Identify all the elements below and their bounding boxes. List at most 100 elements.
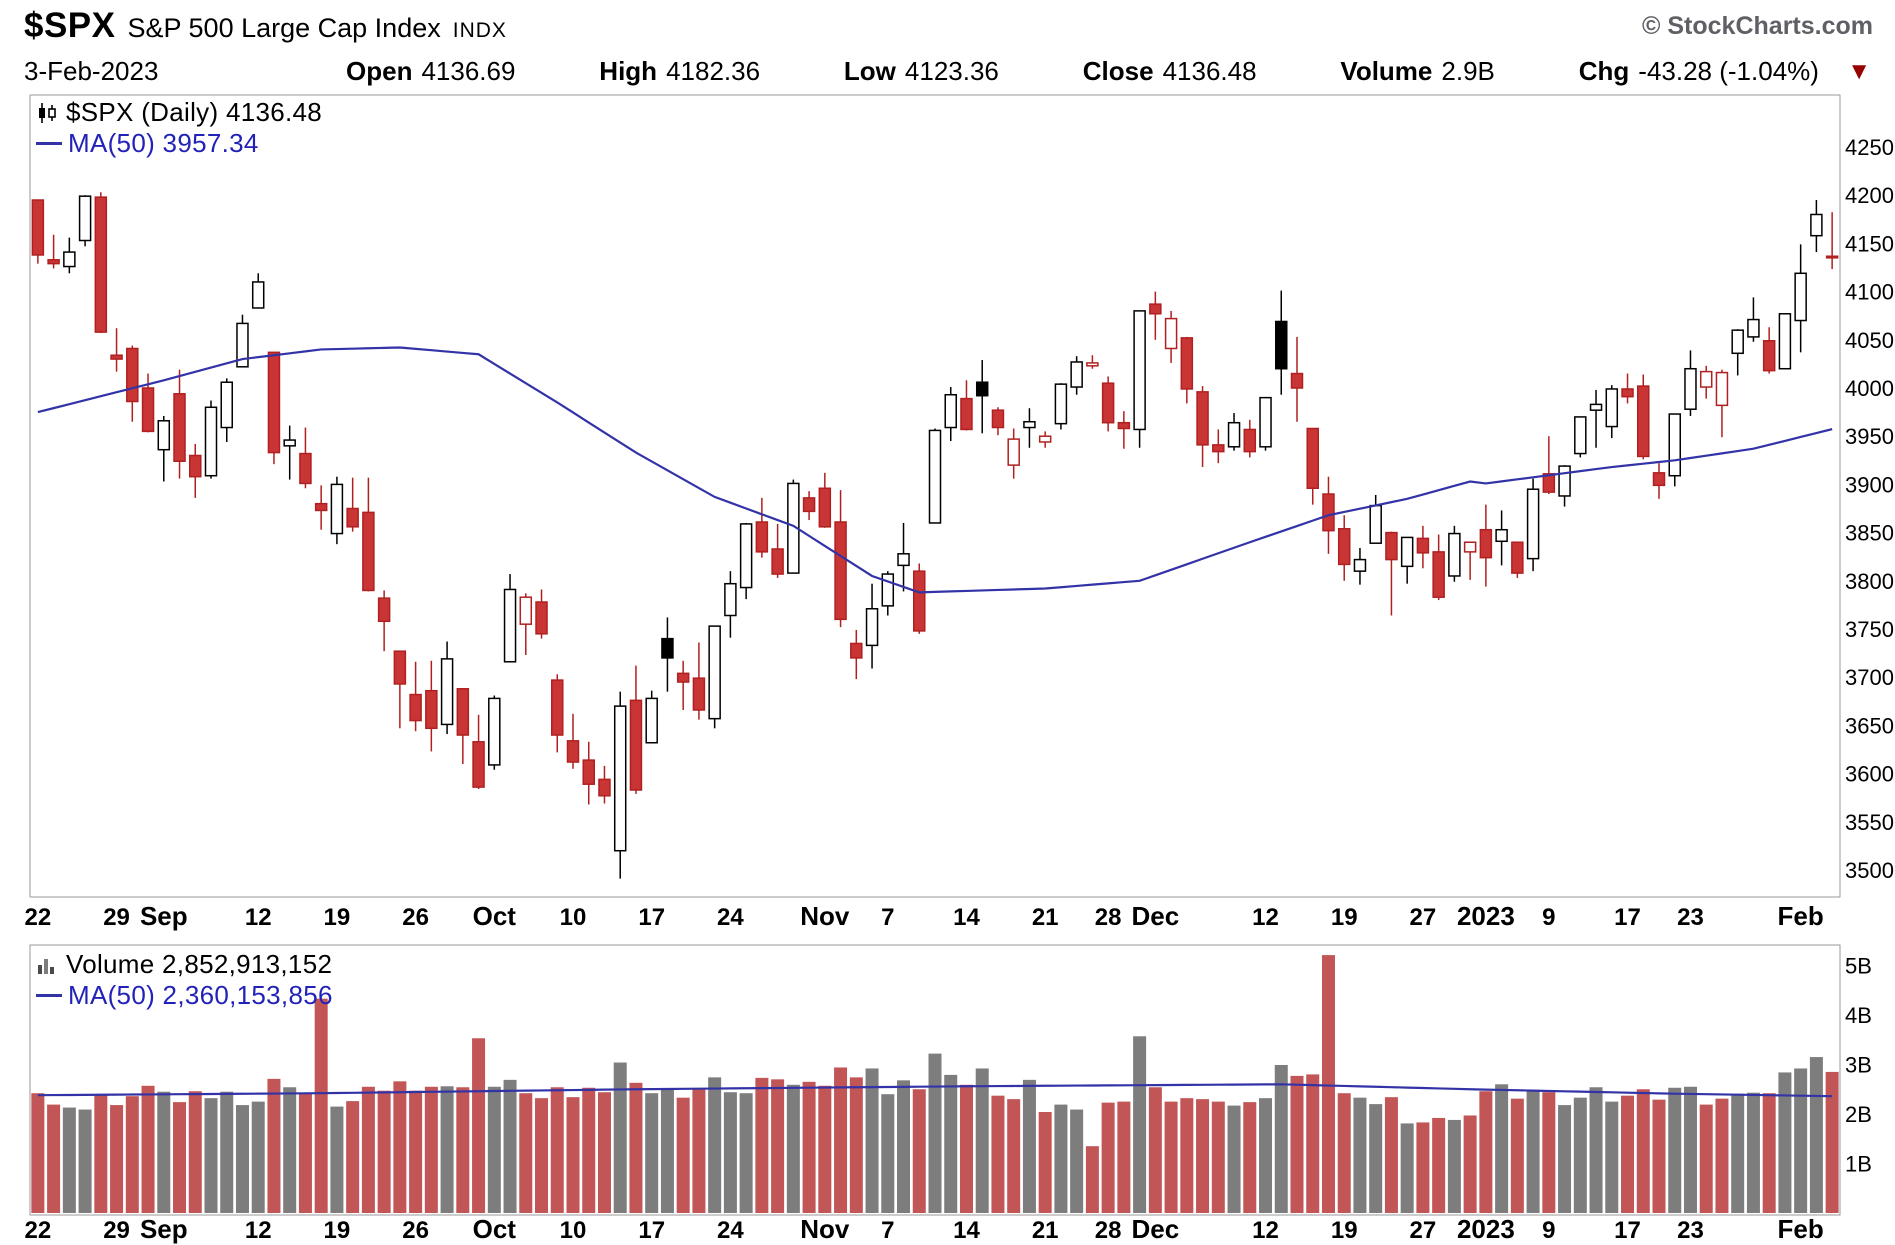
volume-axis-labels: 1B 2B 3B 4B 5B <box>1845 954 1872 1177</box>
svg-text:Dec: Dec <box>1131 1214 1179 1244</box>
svg-text:3700: 3700 <box>1845 665 1894 690</box>
volume-ma-legend-text: MA(50) 2,360,153,856 <box>68 980 333 1010</box>
volume-bars-icon <box>36 954 58 976</box>
price-legend-main-line: $SPX (Daily) 4136.48 <box>36 97 322 128</box>
svg-text:19: 19 <box>324 904 351 931</box>
svg-text:12: 12 <box>245 1217 272 1244</box>
change-down-triangle-icon: ▼ <box>1847 58 1871 85</box>
svg-text:3750: 3750 <box>1845 617 1894 642</box>
svg-text:22: 22 <box>25 904 52 931</box>
svg-text:26: 26 <box>402 1217 429 1244</box>
price-legend-text: $SPX (Daily) 4136.48 <box>66 97 323 127</box>
svg-text:10: 10 <box>560 1217 587 1244</box>
svg-text:9: 9 <box>1542 1217 1555 1244</box>
svg-text:3650: 3650 <box>1845 713 1894 738</box>
svg-text:7: 7 <box>881 904 894 931</box>
price-ma-legend-text: MA(50) 3957.34 <box>68 128 259 158</box>
svg-text:26: 26 <box>402 904 429 931</box>
svg-text:2B: 2B <box>1845 1102 1872 1127</box>
candles-layer <box>31 192 1839 879</box>
svg-text:27: 27 <box>1410 904 1437 931</box>
svg-text:19: 19 <box>324 1217 351 1244</box>
svg-text:27: 27 <box>1410 1217 1437 1244</box>
svg-text:5B: 5B <box>1845 954 1872 979</box>
svg-text:17: 17 <box>1614 1217 1641 1244</box>
volume-legend-main-line: Volume 2,852,913,152 <box>36 949 333 980</box>
quote-volume: Volume 2.9B <box>1340 56 1495 86</box>
svg-text:21: 21 <box>1032 1217 1059 1244</box>
svg-text:17: 17 <box>638 904 665 931</box>
svg-text:4250: 4250 <box>1845 135 1894 160</box>
svg-text:3550: 3550 <box>1845 810 1894 835</box>
svg-text:12: 12 <box>1252 904 1279 931</box>
svg-text:19: 19 <box>1331 1217 1358 1244</box>
svg-text:2023: 2023 <box>1457 1214 1515 1244</box>
ohlc-quote-values: Open 4136.69 High 4182.36 Low 4123.36 Close… <box>346 56 1819 87</box>
volume-legend: Volume 2,852,913,152 MA(50) 2,360,153,85… <box>36 949 333 1011</box>
svg-text:23: 23 <box>1677 904 1704 931</box>
svg-text:17: 17 <box>1614 904 1641 931</box>
volume-legend-ma-line: MA(50) 2,360,153,856 <box>36 980 333 1011</box>
svg-text:29: 29 <box>103 904 130 931</box>
svg-text:4100: 4100 <box>1845 280 1894 305</box>
svg-text:24: 24 <box>717 904 744 931</box>
svg-text:4050: 4050 <box>1845 328 1894 353</box>
svg-text:Feb: Feb <box>1778 901 1824 931</box>
quote-close: Close 4136.48 <box>1082 56 1257 86</box>
svg-text:3500: 3500 <box>1845 858 1894 883</box>
price-ma50-line <box>37 346 1833 594</box>
volume-bars-layer <box>31 955 1839 1213</box>
svg-text:Sep: Sep <box>140 901 188 931</box>
quote-date: 3-Feb-2023 <box>24 56 159 86</box>
svg-text:24: 24 <box>717 1217 744 1244</box>
volume-ma50-line <box>37 1083 1833 1098</box>
svg-text:17: 17 <box>638 1217 665 1244</box>
svg-text:9: 9 <box>1542 904 1555 931</box>
svg-text:3900: 3900 <box>1845 472 1894 497</box>
svg-text:23: 23 <box>1677 1217 1704 1244</box>
svg-text:Feb: Feb <box>1778 1214 1824 1244</box>
svg-text:28: 28 <box>1095 904 1122 931</box>
svg-text:28: 28 <box>1095 1217 1122 1244</box>
ma-lines <box>37 346 1833 1098</box>
stockcharts-watermark: © StockCharts.com <box>1642 12 1873 40</box>
svg-text:29: 29 <box>103 1217 130 1244</box>
ma-line-swatch <box>36 142 62 145</box>
svg-text:Oct: Oct <box>473 901 517 931</box>
svg-text:Dec: Dec <box>1131 901 1179 931</box>
svg-text:14: 14 <box>953 904 980 931</box>
svg-text:3950: 3950 <box>1845 424 1894 449</box>
svg-text:3800: 3800 <box>1845 569 1894 594</box>
quote-open: Open 4136.69 <box>346 56 516 86</box>
index-name: S&P 500 Large Cap Index <box>127 13 441 43</box>
svg-text:4000: 4000 <box>1845 376 1894 401</box>
svg-text:4200: 4200 <box>1845 183 1894 208</box>
svg-text:Oct: Oct <box>473 1214 517 1244</box>
svg-text:Nov: Nov <box>800 1214 850 1244</box>
svg-text:14: 14 <box>953 1217 980 1244</box>
svg-text:Nov: Nov <box>800 901 850 931</box>
candlestick-icon <box>36 101 58 125</box>
svg-text:12: 12 <box>1252 1217 1279 1244</box>
quote-change: Chg -43.28 (-1.04%) <box>1578 56 1819 86</box>
svg-text:7: 7 <box>881 1217 894 1244</box>
volume-legend-text: Volume 2,852,913,152 <box>66 949 333 979</box>
svg-text:12: 12 <box>245 904 272 931</box>
svg-text:4150: 4150 <box>1845 231 1894 256</box>
svg-text:21: 21 <box>1032 904 1059 931</box>
exchange-code: INDX <box>452 19 507 42</box>
svg-text:10: 10 <box>560 904 587 931</box>
quote-high: High 4182.36 <box>599 56 761 86</box>
ticker-symbol: $SPX <box>24 6 116 45</box>
svg-text:3600: 3600 <box>1845 762 1894 787</box>
svg-text:3B: 3B <box>1845 1053 1872 1078</box>
volume-ma-line-swatch <box>36 994 62 997</box>
svg-text:19: 19 <box>1331 904 1358 931</box>
svg-text:Sep: Sep <box>140 1214 188 1244</box>
quote-low: Low 4123.36 <box>843 56 999 86</box>
svg-text:2023: 2023 <box>1457 901 1515 931</box>
x-axis-labels: 22 22 29 29 Sep Sep 12 12 19 19 26 26 Oct Oct 10 10 17 17… <box>25 901 1824 1244</box>
price-axis-labels: 4250 4200 4150 4100 4050 4000 3950 3900 3850 3800… <box>1845 135 1894 883</box>
